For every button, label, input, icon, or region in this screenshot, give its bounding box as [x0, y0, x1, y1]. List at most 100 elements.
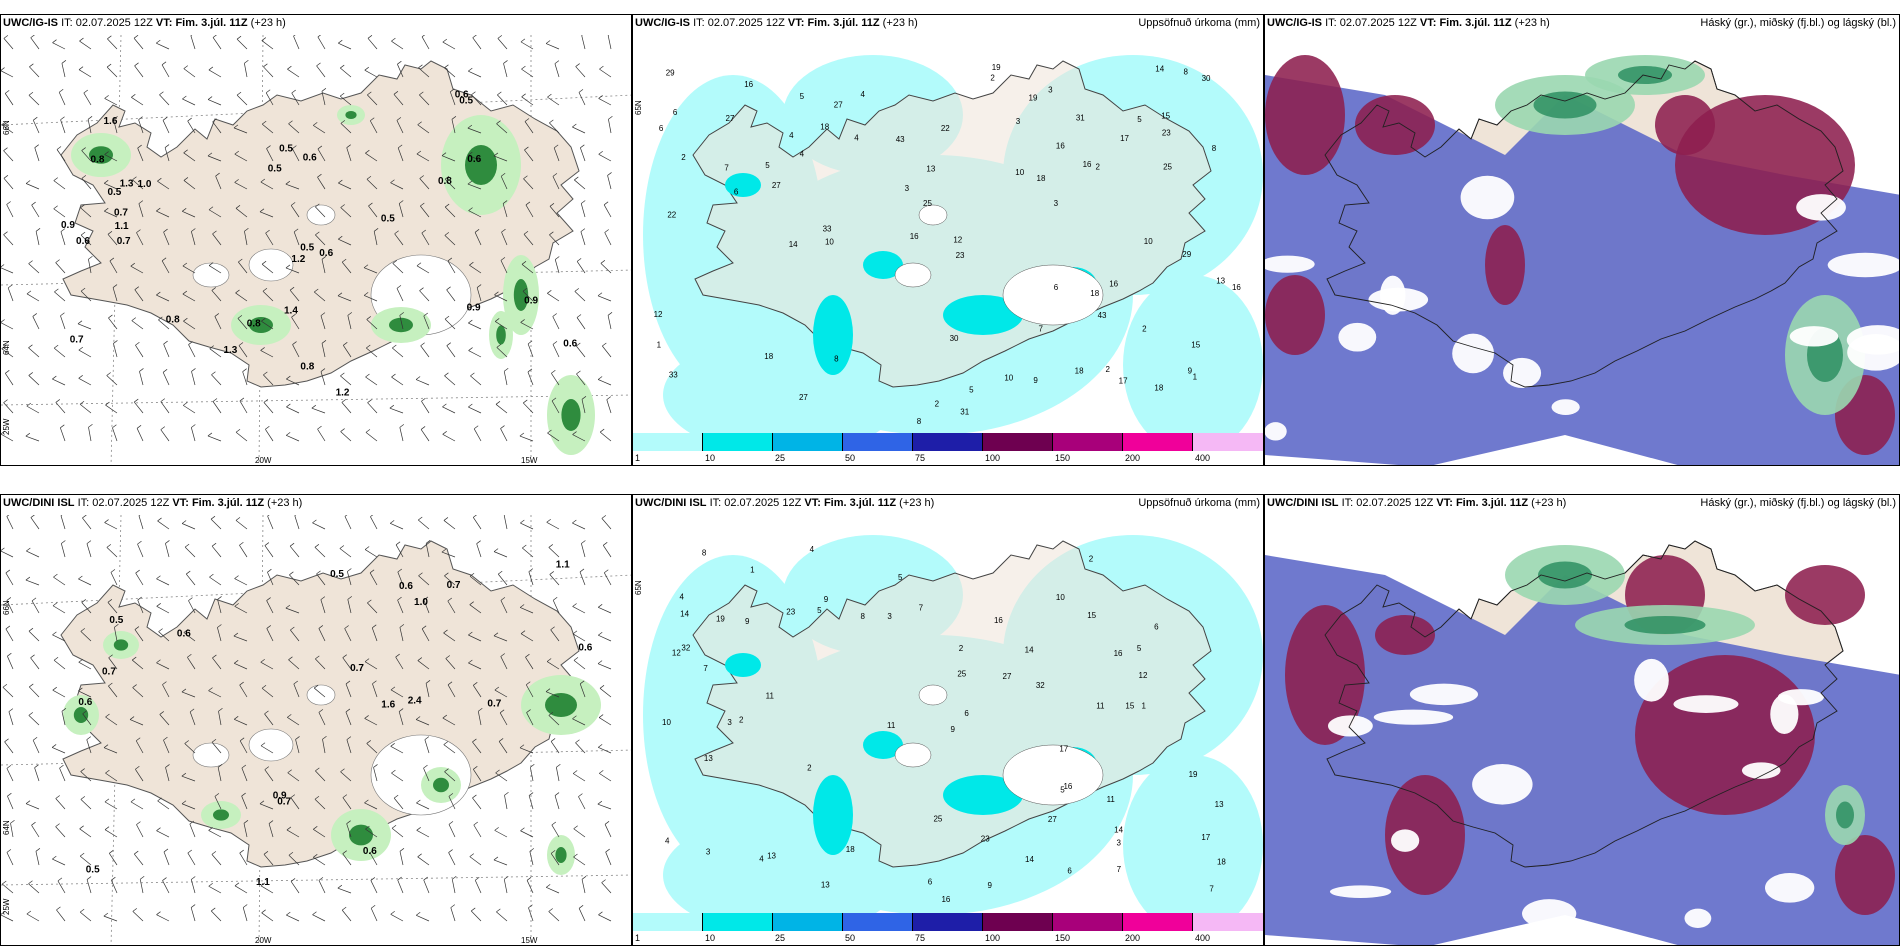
wind-value-label: 1.0: [414, 597, 428, 608]
precip-value-label: 7: [1117, 865, 1122, 874]
precip-value-label: 2: [959, 644, 964, 653]
precip-value-label: 18: [1090, 289, 1099, 298]
lat-label-65n: 65N: [634, 580, 643, 595]
wind-area-strong: [73, 707, 89, 723]
cloud-map[interactable]: [1265, 515, 1900, 946]
colorbar-tick-label: 200: [1125, 453, 1141, 463]
precip-area-mid: [725, 173, 761, 197]
wind-map[interactable]: 0.9 0.5 0.6 1.1 1.0 0.5 2.4 0.7 0.7 1.6 0.6 1.1 0.7 0…: [1, 515, 632, 946]
precip-value-label: 8: [834, 354, 839, 363]
cloud-mid: [1485, 225, 1525, 305]
glacier-shape: [894, 742, 932, 768]
precip-area-light: [1123, 275, 1263, 447]
lat-label-65n: 65N: [634, 100, 643, 115]
it-label: IT:: [1341, 497, 1354, 509]
precip-area-mid: [813, 295, 853, 375]
wind-value-label: 0.9: [273, 791, 287, 802]
precip-value-label: 12: [953, 235, 962, 244]
colorbar-tick-label: 400: [1195, 933, 1211, 943]
precip-value-label: 17: [1119, 376, 1128, 385]
colorbar: 1 10 25 50 75 100 150 200 400: [633, 913, 1263, 943]
precip-value-label: 9: [1188, 366, 1193, 375]
precip-value-label: 2: [935, 400, 940, 409]
model-name: UWC/IG-IS: [635, 17, 690, 29]
precip-value-label: 6: [1154, 623, 1159, 632]
precip-value-label: 1: [1193, 372, 1198, 381]
vt-value: Fim. 3.júl. 11Z: [175, 17, 248, 29]
wind-map[interactable]: 0.80.61.20.51.61.01.30.71.30.50.90.80.6 0…: [1, 35, 632, 466]
precip-value-label: 11: [887, 721, 896, 730]
precip-value-label: 12: [672, 649, 681, 658]
wind-area-strong: [389, 317, 413, 333]
model-name: UWC/IG-IS: [3, 17, 58, 29]
precip-area-mid: [813, 775, 853, 855]
precip-value-label: 6: [964, 709, 969, 718]
precip-value-label: 30: [950, 334, 959, 343]
precip-value-label: 6: [673, 108, 678, 117]
precip-value-label: 10: [1056, 593, 1065, 602]
wind-value-label: 1.6: [103, 116, 117, 127]
precip-value-label: 10: [1015, 168, 1024, 177]
precip-value-label: 3: [905, 184, 910, 193]
clear-sky-patch: [1846, 325, 1899, 355]
precip-value-label: 13: [926, 165, 935, 174]
clear-sky-patch: [1777, 689, 1824, 706]
glacier-shape: [192, 742, 230, 768]
precip-value-label: 4: [665, 836, 670, 845]
colorbar-segment: [913, 433, 983, 451]
wind-value-label: 0.9: [61, 220, 75, 231]
precip-area-mid: [943, 295, 1023, 335]
cloud-mid: [1655, 95, 1715, 155]
lead-time: (+23 h): [1514, 17, 1550, 29]
colorbar-tick-label: 150: [1055, 453, 1071, 463]
cloud-map[interactable]: [1265, 35, 1900, 466]
panel-header: UWC/DINI ISL IT: 02.07.2025 12Z VT: Fim.…: [1, 495, 631, 515]
precip-value-label: 4: [860, 90, 865, 99]
wind-value-label: 1.1: [556, 559, 570, 570]
cloud-mid: [1385, 775, 1465, 895]
precip-value-label: 10: [1004, 373, 1013, 382]
it-label: IT:: [693, 17, 705, 29]
colorbar-segment: [843, 913, 913, 931]
wind-value-label: 0.8: [166, 315, 180, 326]
precip-map[interactable]: 2345679101113141617191815132723161425321…: [633, 515, 1264, 927]
precip-value-label: 16: [1109, 279, 1118, 288]
precip-value-label: 13: [767, 851, 776, 860]
precip-value-label: 3: [706, 847, 711, 856]
clear-sky-patch: [1634, 658, 1669, 702]
panel-variable-title: Uppsöfnuð úrkoma (mm): [1138, 17, 1260, 29]
precip-value-label: 17: [1201, 833, 1210, 842]
precip-value-label: 18: [1154, 383, 1163, 392]
colorbar-tick-label: 150: [1055, 933, 1071, 943]
precip-value-label: 14: [1025, 646, 1034, 655]
colorbar-segment: [703, 913, 773, 931]
it-value: 02.07.2025 12Z: [75, 17, 153, 29]
wind-value-label: 0.5: [300, 243, 314, 254]
vt-value: Fim. 3.júl. 11Z: [1455, 497, 1529, 509]
precip-value-label: 4: [759, 855, 764, 864]
precip-value-label: 2: [1096, 163, 1101, 172]
precip-value-label: 5: [765, 161, 770, 170]
precip-value-label: 15: [1191, 341, 1200, 350]
precip-value-label: 6: [1054, 283, 1059, 292]
wind-value-label: 2.4: [408, 695, 422, 706]
wind-value-label: 0.7: [117, 236, 131, 247]
it-label: IT:: [1325, 17, 1337, 29]
panel-precip-ig: UWC/IG-IS IT: 02.07.2025 12Z VT: Fim. 3.…: [632, 14, 1264, 466]
wind-value-label: 0.6: [177, 629, 191, 640]
glacier-shape: [918, 204, 948, 226]
clear-sky-patch: [1368, 287, 1429, 312]
precip-value-label: 30: [1202, 74, 1211, 83]
wind-value-label: 1.3: [120, 179, 134, 190]
wind-value-label: 0.6: [78, 697, 92, 708]
wind-value-label: 1.2: [336, 388, 350, 399]
vt-value: Fim. 3.júl. 11Z: [191, 497, 265, 509]
vt-label: VT:: [1419, 17, 1437, 29]
colorbar-tick-label: 100: [985, 933, 1001, 943]
wind-value-label: 0.7: [70, 334, 84, 345]
colorbar-segment: [983, 913, 1053, 931]
precip-area-mid: [863, 731, 903, 759]
glacier-shape: [192, 262, 230, 288]
wind-area-strong: [465, 145, 497, 185]
